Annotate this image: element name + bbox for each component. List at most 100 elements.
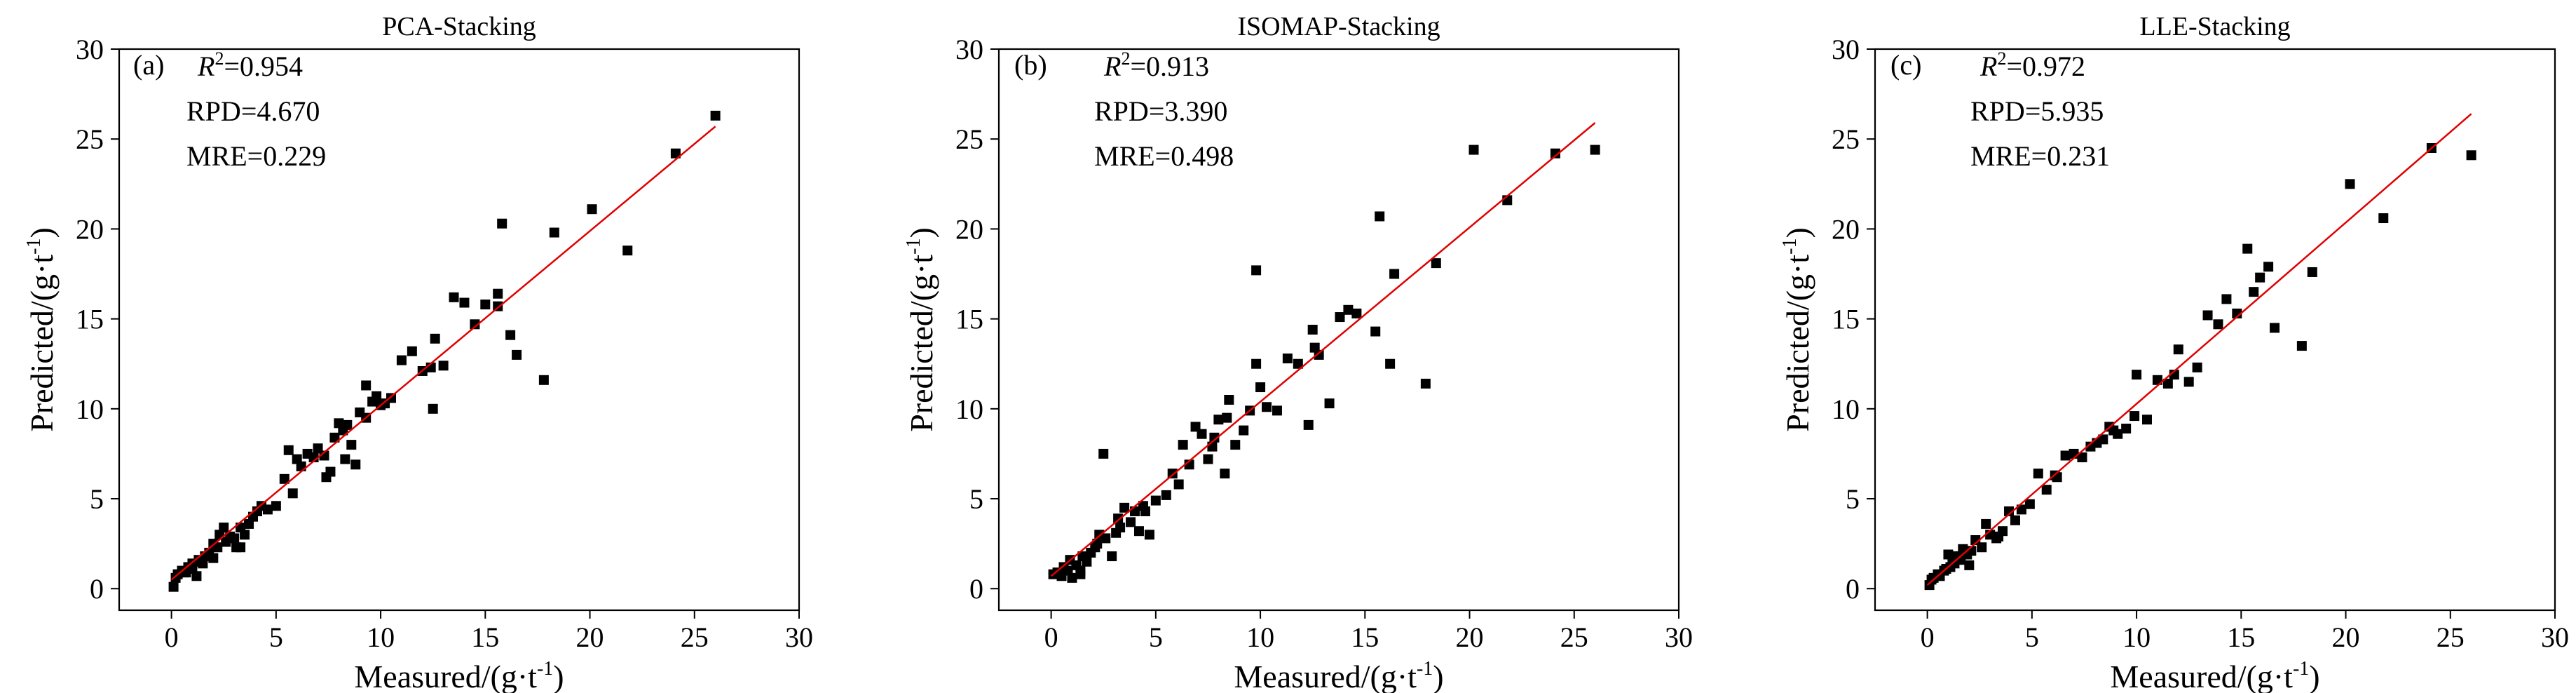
data-point xyxy=(1092,539,1103,549)
data-point xyxy=(430,333,440,344)
data-point xyxy=(1220,469,1230,479)
x-tick-label: 30 xyxy=(1665,621,1693,653)
data-point xyxy=(1251,358,1262,369)
data-point xyxy=(1119,502,1130,513)
r2-value: =0.954 xyxy=(224,51,303,82)
y-axis-label-tail: ) xyxy=(24,227,60,238)
x-tick-label: 0 xyxy=(1921,621,1935,653)
data-point xyxy=(1309,342,1320,353)
data-point xyxy=(319,450,329,461)
data-point xyxy=(168,581,179,592)
plot-frame xyxy=(118,48,800,612)
data-point xyxy=(505,330,516,340)
data-point xyxy=(1343,304,1354,315)
data-point xyxy=(229,533,240,544)
y-tick-label: 20 xyxy=(76,213,104,245)
data-point xyxy=(1100,533,1111,544)
data-point xyxy=(2345,179,2355,189)
y-tick-label: 5 xyxy=(969,483,983,515)
data-point xyxy=(1420,378,1431,389)
y-tick-label: 5 xyxy=(90,483,104,515)
data-point xyxy=(480,300,491,310)
data-point xyxy=(1113,513,1124,524)
r2-value: =0.913 xyxy=(1130,51,1209,82)
x-tick-label: 30 xyxy=(785,621,813,653)
data-point xyxy=(1173,479,1184,490)
data-point xyxy=(2296,341,2307,351)
data-point xyxy=(710,110,721,121)
y-tick-label: 25 xyxy=(1832,123,1860,155)
data-point xyxy=(236,542,246,553)
rpd-annotation: RPD=4.670 xyxy=(186,95,320,127)
data-point xyxy=(1209,432,1220,443)
data-point xyxy=(1590,144,1600,155)
data-point xyxy=(2249,287,2259,297)
data-point xyxy=(2041,485,2052,495)
x-tick-label: 10 xyxy=(367,621,395,653)
data-point xyxy=(1977,542,1987,553)
chart-title: PCA-Stacking xyxy=(382,12,536,41)
data-point xyxy=(2121,424,2132,434)
data-point xyxy=(340,454,350,464)
data-point xyxy=(1272,405,1282,416)
x-axis-label-exponent: -1 xyxy=(2293,658,2309,680)
y-axis-label: Predicted/(g·t-1) xyxy=(1779,227,1815,432)
data-point xyxy=(1178,440,1188,450)
data-point xyxy=(342,419,353,430)
data-point xyxy=(1222,412,1232,423)
y-axis-label: Predicted/(g·t-1) xyxy=(23,227,60,432)
y-tick-label: 0 xyxy=(1846,573,1860,605)
y-tick-label: 10 xyxy=(1832,393,1860,425)
x-axis-label: Measured/(g·t-1) xyxy=(354,658,564,693)
data-point xyxy=(1230,440,1241,450)
y-tick-label: 15 xyxy=(76,304,104,335)
data-point xyxy=(181,567,191,578)
data-point xyxy=(350,459,361,470)
y-tick-label: 0 xyxy=(969,573,983,605)
data-point xyxy=(1282,354,1293,364)
data-point xyxy=(1067,572,1077,583)
data-point xyxy=(196,556,206,567)
data-point xyxy=(1964,560,1975,570)
data-point xyxy=(2010,515,2020,525)
data-point xyxy=(2192,362,2202,372)
data-point xyxy=(2221,294,2232,304)
y-tick-label: 5 xyxy=(1846,483,1860,515)
y-axis-label: Predicted/(g·t-1) xyxy=(903,227,939,432)
data-point xyxy=(208,553,219,563)
data-point xyxy=(1293,358,1303,369)
r2-exponent: 2 xyxy=(1997,48,2006,69)
y-tick-label: 30 xyxy=(76,34,104,65)
x-tick-label: 15 xyxy=(471,621,499,653)
x-axis-label: Measured/(g·t-1) xyxy=(1234,658,1443,693)
panel-label: (c) xyxy=(1890,49,1921,81)
data-point xyxy=(1431,258,1441,269)
panel-label: (a) xyxy=(133,49,164,81)
r2-symbol: R xyxy=(197,51,214,82)
y-axis-label-main: Predicted/(g·t xyxy=(24,255,60,432)
plot-frame xyxy=(997,48,1680,612)
data-point xyxy=(1550,148,1560,159)
data-point xyxy=(346,440,357,450)
data-point xyxy=(1107,551,1117,562)
data-point xyxy=(240,530,250,540)
data-point xyxy=(1130,506,1140,516)
y-tick-label: 15 xyxy=(955,304,983,335)
data-point xyxy=(372,391,382,401)
data-point xyxy=(1150,495,1161,506)
x-tick-label: 5 xyxy=(269,621,283,653)
y-axis-label-main: Predicted/(g·t xyxy=(1780,255,1815,432)
y-axis-label-exponent: -1 xyxy=(23,238,45,255)
fit-line xyxy=(1050,122,1596,577)
y-tick-label: 15 xyxy=(1832,304,1860,335)
chart-title: ISOMAP-Stacking xyxy=(1237,12,1440,41)
x-tick-label: 25 xyxy=(681,621,709,653)
data-point xyxy=(1307,325,1318,335)
data-point xyxy=(512,349,522,360)
mre-annotation: MRE=0.229 xyxy=(186,140,326,172)
y-axis-label-tail: ) xyxy=(904,227,939,238)
data-point xyxy=(1075,565,1086,576)
y-tick-label: 20 xyxy=(955,213,983,245)
data-point xyxy=(1303,419,1314,430)
data-point xyxy=(622,245,633,256)
